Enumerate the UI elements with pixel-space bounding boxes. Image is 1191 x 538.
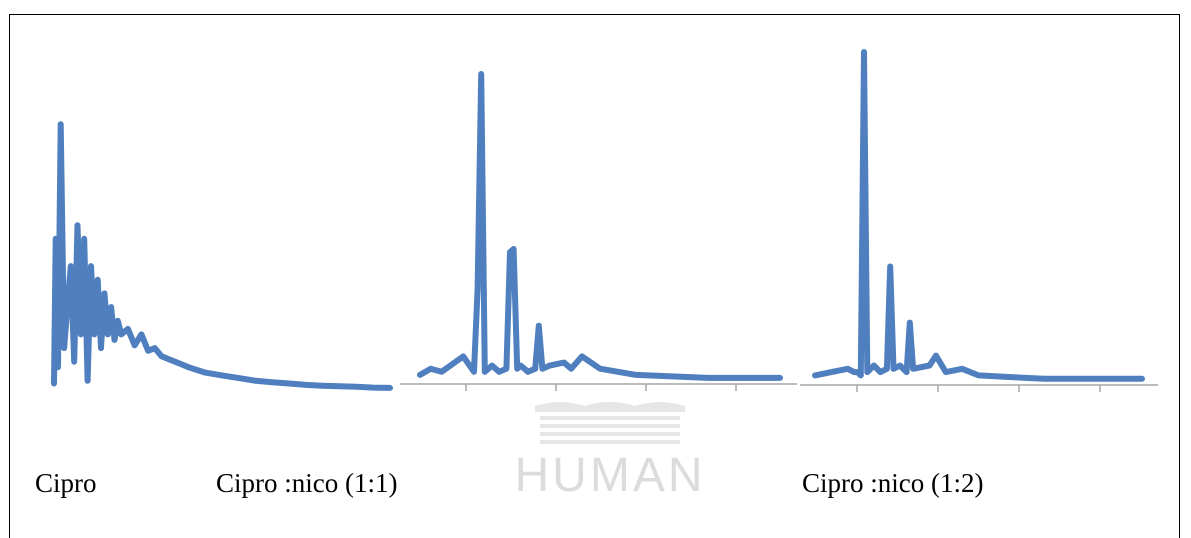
caption-cipro: Cipro (35, 468, 97, 498)
spectrum-panel-2 (400, 71, 797, 391)
spectrum-line (812, 49, 1145, 382)
spectrum-panel-3 (800, 49, 1158, 392)
spectrum-line (417, 71, 783, 381)
spectrum-line (51, 121, 393, 391)
spectrum-panel-1 (51, 121, 393, 391)
watermark-text: HUMAN (514, 449, 706, 502)
watermark: HUMAN (505, 398, 715, 508)
crown-icon (535, 402, 685, 444)
caption-cipro-nico-1-1: Cipro :nico (1:1) (216, 468, 398, 498)
caption-cipro-nico-1-2: Cipro :nico (1:2) (802, 468, 984, 498)
figure-frame (9, 14, 1180, 538)
